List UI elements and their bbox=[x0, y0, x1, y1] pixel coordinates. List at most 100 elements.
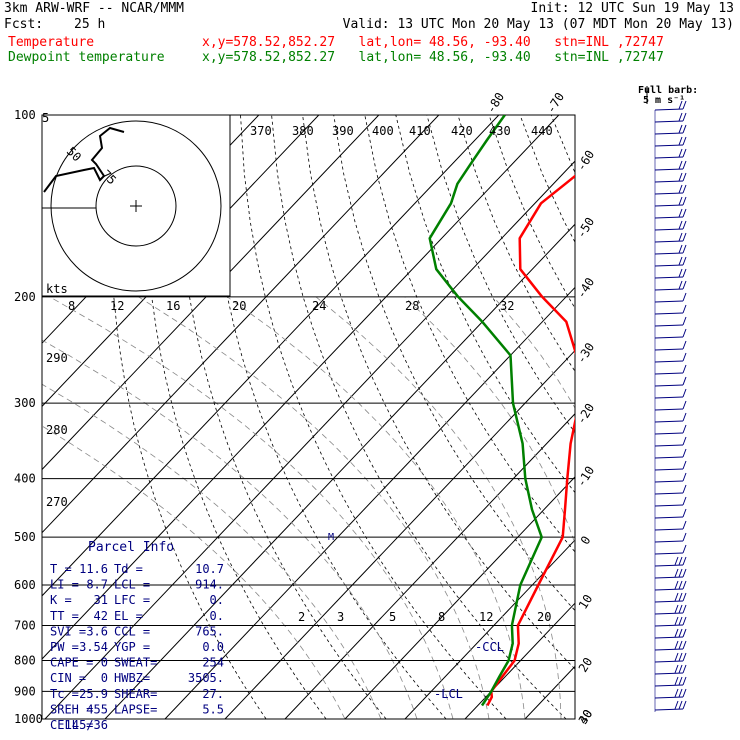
isotherm-line bbox=[344, 476, 575, 719]
wind-barb-feather bbox=[682, 400, 687, 410]
dry-adiabat-line bbox=[457, 115, 575, 372]
parcel-info-cell: SHEAR= bbox=[114, 687, 157, 701]
wind-barb bbox=[654, 180, 684, 183]
wind-barb-feather bbox=[674, 604, 679, 614]
wind-barb-feather bbox=[674, 616, 679, 626]
wind-barb bbox=[654, 468, 684, 471]
hodograph-ring-inner bbox=[95, 165, 177, 247]
wind-barb bbox=[654, 312, 684, 315]
parcel-info-cell: HWBZ= bbox=[114, 671, 150, 685]
hodograph: kts 5 50 75 bbox=[41, 111, 231, 297]
parcel-info-cell: YGP = bbox=[114, 640, 150, 654]
wind-barb-feather bbox=[678, 172, 683, 182]
wind-barb-feather bbox=[682, 664, 687, 674]
wind-barb-feather bbox=[678, 580, 683, 590]
wind-barb bbox=[654, 684, 684, 687]
parcel-info-cell: 0 bbox=[101, 656, 108, 670]
parcel-info-cell: 3.54 bbox=[79, 640, 108, 654]
dewpoint-profile bbox=[428, 115, 543, 707]
hodograph-ring-label-5: 5 bbox=[42, 111, 49, 125]
temperature-tick-label: -60 bbox=[574, 148, 597, 174]
wind-barb-feather bbox=[682, 508, 687, 518]
wind-barb-feather bbox=[682, 580, 687, 590]
pressure-tick-label: 300 bbox=[14, 396, 36, 410]
theta-label: 370 bbox=[250, 124, 272, 138]
wind-barb-feather bbox=[682, 112, 687, 122]
wind-barb-feather bbox=[678, 112, 683, 122]
wind-barb bbox=[654, 540, 684, 543]
wind-barb-feather bbox=[678, 556, 683, 566]
wind-barb bbox=[654, 552, 684, 555]
wind-barb-feather bbox=[678, 688, 683, 698]
wind-barb bbox=[654, 384, 684, 387]
wind-barb-feather bbox=[682, 520, 687, 530]
parcel-info-cell: CCL = bbox=[114, 624, 150, 638]
mixing-ratio-label: 20 bbox=[537, 610, 551, 624]
wind-barb bbox=[654, 708, 684, 711]
wind-barb-feather bbox=[674, 688, 679, 698]
wind-barb-feather bbox=[678, 100, 683, 110]
wind-barb-feather bbox=[682, 136, 687, 146]
pressure-tick-label: 600 bbox=[14, 578, 36, 592]
parcel-info-cell: 5.5 bbox=[202, 702, 224, 716]
parcel-info-cell: T = bbox=[50, 562, 72, 576]
wind-barb bbox=[654, 396, 684, 399]
parcel-info-cell: LI = bbox=[50, 578, 79, 592]
parcel-info-cell: 0.0 bbox=[202, 640, 224, 654]
model-title: 3km ARW-WRF -- NCAR/MMM bbox=[4, 1, 185, 16]
wind-barb-feather bbox=[678, 652, 683, 662]
theta-label: 430 bbox=[489, 124, 511, 138]
theta-label: 380 bbox=[292, 124, 314, 138]
temperature-legend: Temperature bbox=[8, 35, 95, 50]
wind-barb-feather bbox=[682, 196, 687, 206]
wind-barb-feather bbox=[678, 160, 683, 170]
wind-barb-feather bbox=[674, 700, 679, 710]
temperature-tick-label: -70 bbox=[544, 90, 567, 116]
init-time: Init: 12 UTC Sun 19 May 13 bbox=[530, 1, 735, 16]
wind-barb-feather bbox=[678, 616, 683, 626]
wind-barb-feather bbox=[682, 676, 687, 686]
parcel-info-cell: 27. bbox=[202, 687, 224, 701]
wind-barb-feather bbox=[678, 232, 683, 242]
parcel-info-cell: 8.7 bbox=[86, 578, 108, 592]
isotherm-line bbox=[404, 539, 575, 719]
hodograph-ring-outer bbox=[50, 120, 222, 292]
wind-barb-feather bbox=[678, 592, 683, 602]
wind-barb-feather bbox=[682, 388, 687, 398]
wind-barb bbox=[654, 648, 684, 651]
wind-barb bbox=[654, 348, 684, 351]
wind-barb-feather bbox=[682, 172, 687, 182]
mixing-ratio-label: 8 bbox=[68, 299, 75, 313]
wind-barb-feather bbox=[678, 700, 683, 710]
wind-barb bbox=[654, 588, 684, 591]
wind-barb-feather bbox=[674, 568, 679, 578]
temperature-tick-label: -20 bbox=[574, 401, 597, 427]
wind-barb-feather bbox=[682, 616, 687, 626]
wind-barb bbox=[654, 600, 684, 603]
wind-barb bbox=[654, 360, 684, 363]
isotherm-line bbox=[44, 160, 575, 719]
dry-adiabat-line bbox=[302, 115, 575, 670]
temperature-tick-label: 40 bbox=[576, 707, 596, 727]
dry-adiabat-line bbox=[144, 115, 327, 719]
theta-label: 420 bbox=[451, 124, 473, 138]
parcel-info-cell: 10.7 bbox=[195, 562, 224, 576]
wind-barb bbox=[654, 336, 684, 339]
wind-barb bbox=[654, 204, 684, 207]
wind-barb-feather bbox=[678, 268, 683, 278]
theta-label: 390 bbox=[332, 124, 354, 138]
barb-legend-value: 5 m s⁻¹ bbox=[643, 95, 685, 106]
pressure-tick-label: 100 bbox=[14, 108, 36, 122]
isotherm-line bbox=[464, 602, 575, 719]
theta-label: 270 bbox=[46, 495, 68, 509]
wind-barb bbox=[654, 168, 684, 171]
parcel-info-cell: TT = bbox=[50, 609, 79, 623]
pressure-tick-label: 400 bbox=[14, 472, 36, 486]
wind-barb bbox=[654, 624, 684, 627]
wind-barb bbox=[654, 228, 684, 231]
wind-barb-feather bbox=[682, 472, 687, 482]
wind-barb bbox=[654, 528, 684, 531]
wind-barb-feather bbox=[682, 364, 687, 374]
wind-barb bbox=[654, 660, 684, 663]
forecast-hour: 25 h bbox=[74, 17, 106, 32]
